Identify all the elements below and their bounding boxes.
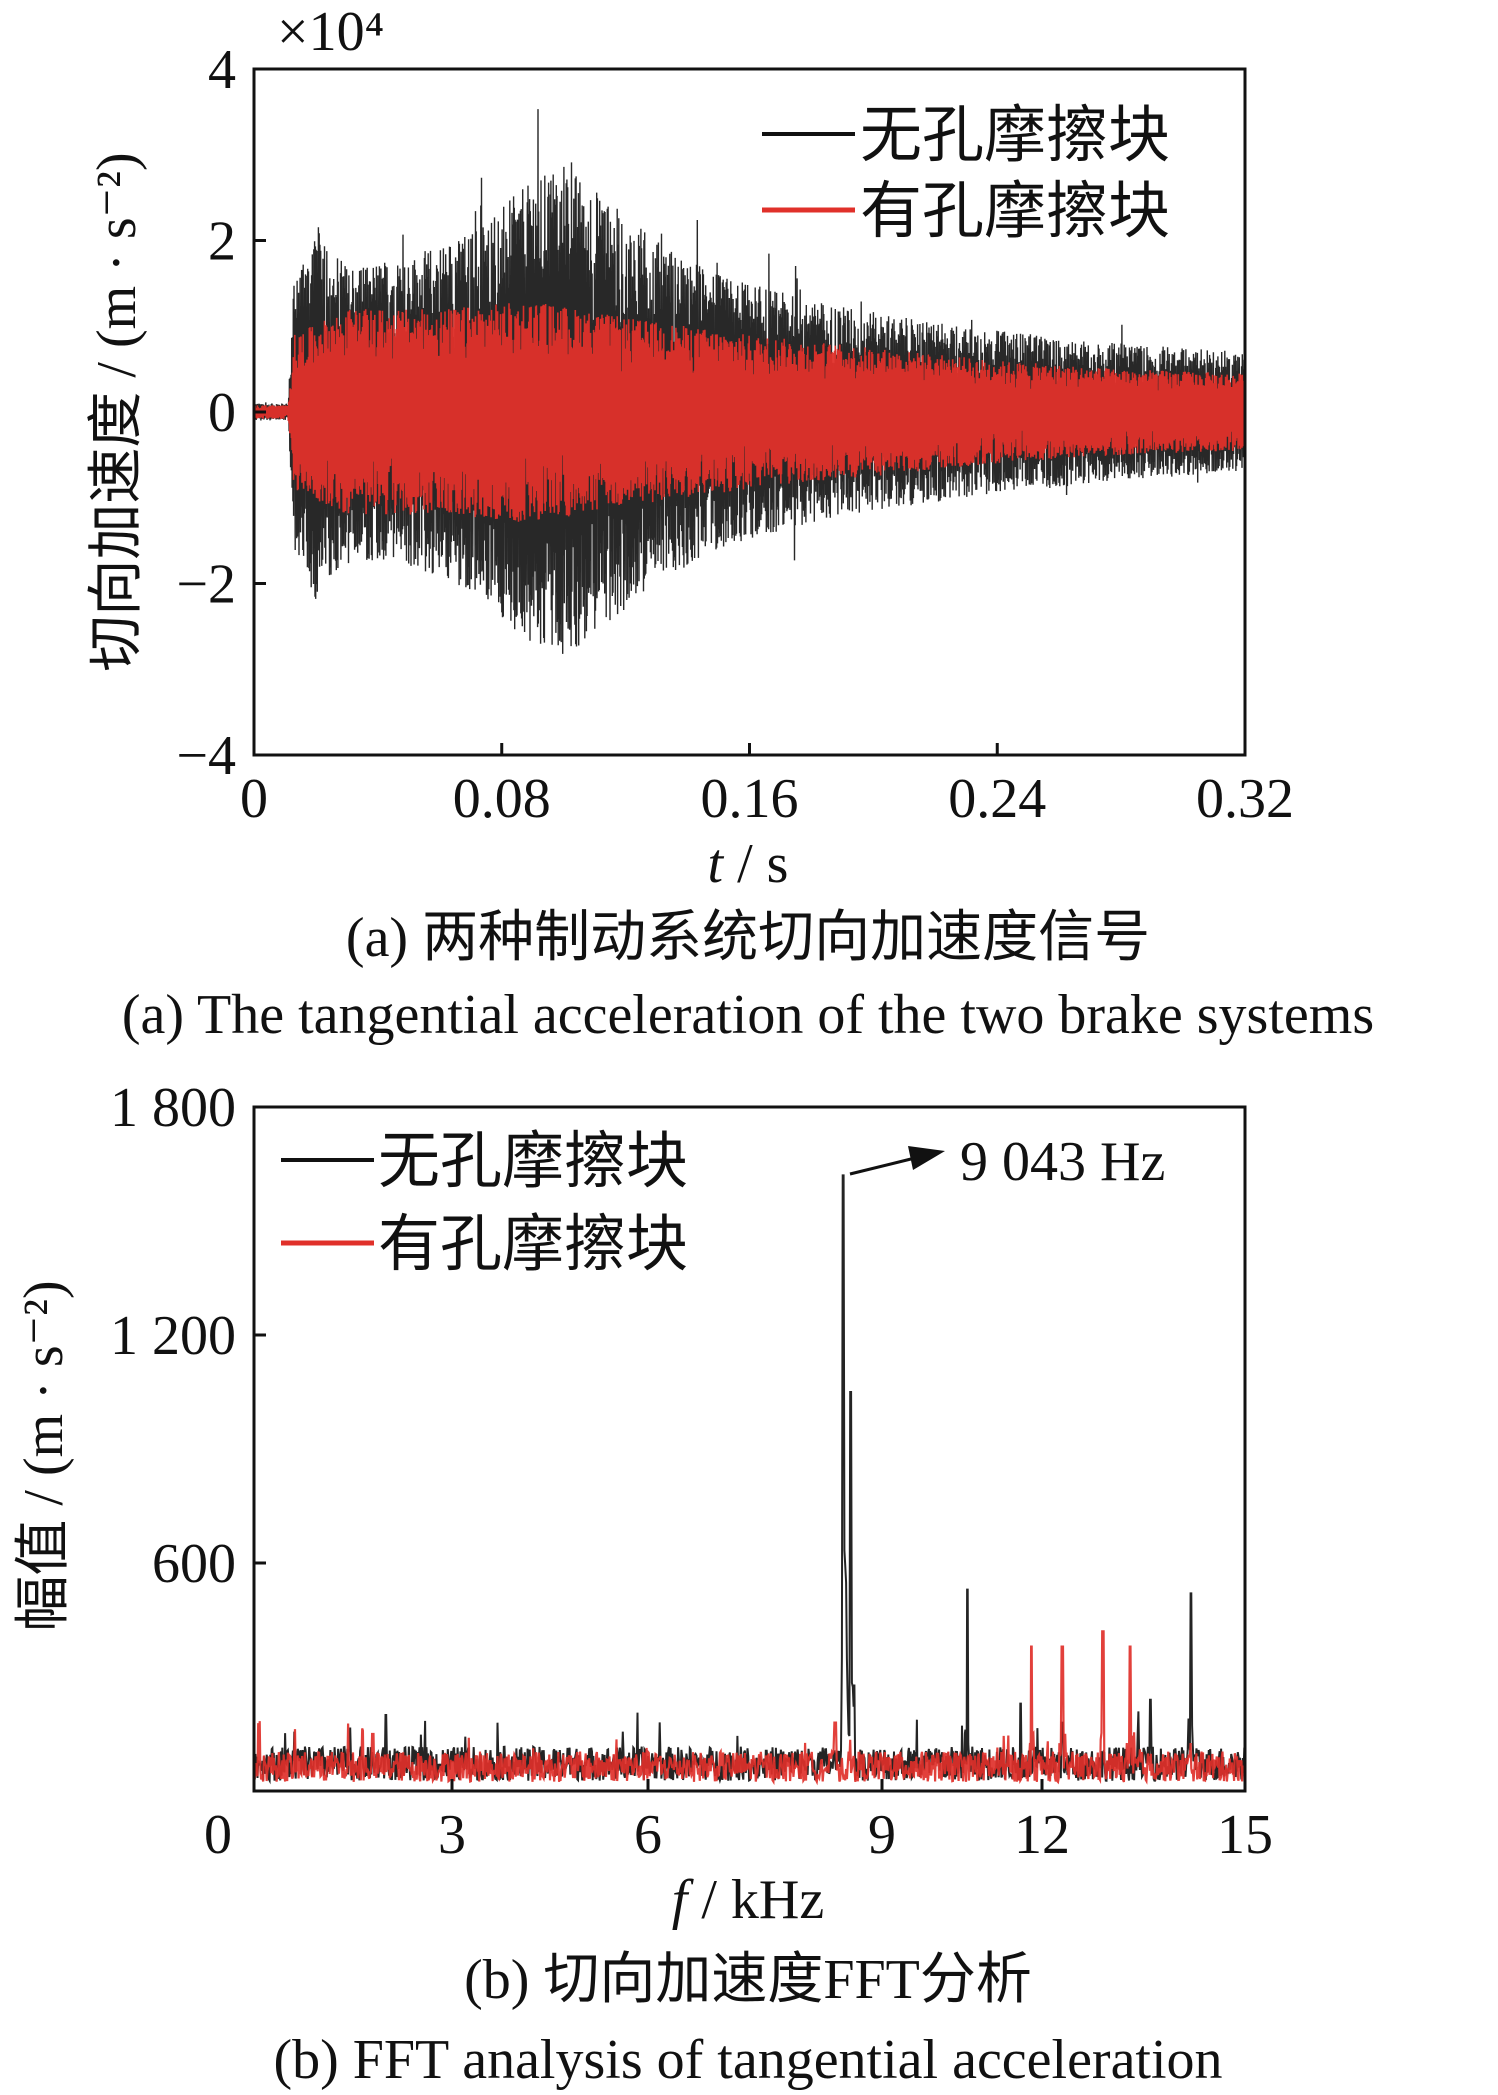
legend-label-black: 无孔摩擦块: [378, 1128, 688, 1196]
x-tick-label: 15: [1217, 1804, 1273, 1866]
x-tick-label: 3: [438, 1804, 466, 1866]
y-tick-label: 0: [208, 382, 236, 444]
x-tick-label: 0.16: [701, 768, 799, 830]
series-line-red: [253, 303, 1246, 522]
panel-a-legend: 无孔摩擦块 有孔摩擦块: [762, 102, 1170, 246]
panel-a-ticks: 0 0.08 0.16 0.24 0.32 4 2 0 −2 −4: [176, 39, 1294, 830]
legend-label-black: 无孔摩擦块: [860, 102, 1170, 170]
x-tick-label: 9: [868, 1804, 896, 1866]
panel-a: 0 0.08 0.16 0.24 0.32 4 2 0 −2 −4 ×10⁴ 切向加速度 / (m…: [86, 1, 1374, 1046]
panel-a-caption-en: (a) The tangential acceleration of the t…: [122, 984, 1374, 1046]
panel-b: 0 3 6 9 12 15 1 800 1 200 600 幅值 / (m · s⁻²) f /…: [13, 1077, 1273, 2091]
panel-b-x-axis-title: f / kHz: [672, 1869, 824, 1931]
panel-b-x-unit: / kHz: [687, 1869, 824, 1931]
panel-a-plot-area: [253, 109, 1246, 654]
panel-a-x-unit: / s: [723, 833, 788, 895]
x-tick-label: 0: [240, 768, 268, 830]
panel-a-y-multiplier: ×10⁴: [277, 1, 384, 63]
panel-a-caption-cn: (a) 两种制动系统切向加速度信号: [346, 907, 1150, 969]
panel-b-axes-frame: [252, 1105, 1247, 1793]
panel-b-plot-area: [252, 1174, 1247, 1786]
panel-a-y-axis-title: 切向加速度 / (m · s⁻²): [86, 152, 148, 671]
y-tick-label: −2: [176, 554, 236, 616]
x-tick-label: 0.32: [1196, 768, 1294, 830]
x-tick-label: 12: [1014, 1804, 1070, 1866]
peak-annotation: 9 043 Hz: [849, 1131, 1165, 1193]
legend-label-red: 有孔摩擦块: [860, 178, 1170, 246]
spectrum-line-red: [252, 1630, 1247, 1786]
x-tick-label: 0.08: [453, 768, 551, 830]
annotation-arrow-head-icon: [908, 1146, 945, 1170]
y-tick-label: 1 200: [110, 1305, 236, 1367]
y-tick-label: 600: [152, 1533, 236, 1595]
y-tick-label: −4: [176, 725, 236, 787]
panel-b-legend: 无孔摩擦块 有孔摩擦块: [281, 1128, 688, 1279]
y-tick-label: 1 800: [110, 1077, 236, 1139]
x-tick-label: 0.24: [948, 768, 1046, 830]
panel-a-x-var: t: [708, 833, 725, 895]
panel-a-x-axis-title: t / s: [708, 833, 789, 895]
peak-frequency-label: 9 043 Hz: [960, 1131, 1165, 1193]
y-tick-label: 4: [208, 39, 236, 101]
panel-b-caption-cn: (b) 切向加速度FFT分析: [464, 1949, 1032, 2011]
annotation-arrow-shaft: [849, 1156, 916, 1176]
panel-b-y-axis-title: 幅值 / (m · s⁻²): [13, 1280, 75, 1631]
x-tick-label: 6: [634, 1804, 662, 1866]
panel-b-caption-en: (b) FFT analysis of tangential accelerat…: [273, 2029, 1222, 2091]
y-tick-label: 2: [208, 211, 236, 273]
panel-b-ticks: 0 3 6 9 12 15 1 800 1 200 600: [110, 1077, 1273, 1866]
legend-label-red: 有孔摩擦块: [378, 1211, 688, 1279]
x-tick-label: 0: [204, 1804, 232, 1866]
